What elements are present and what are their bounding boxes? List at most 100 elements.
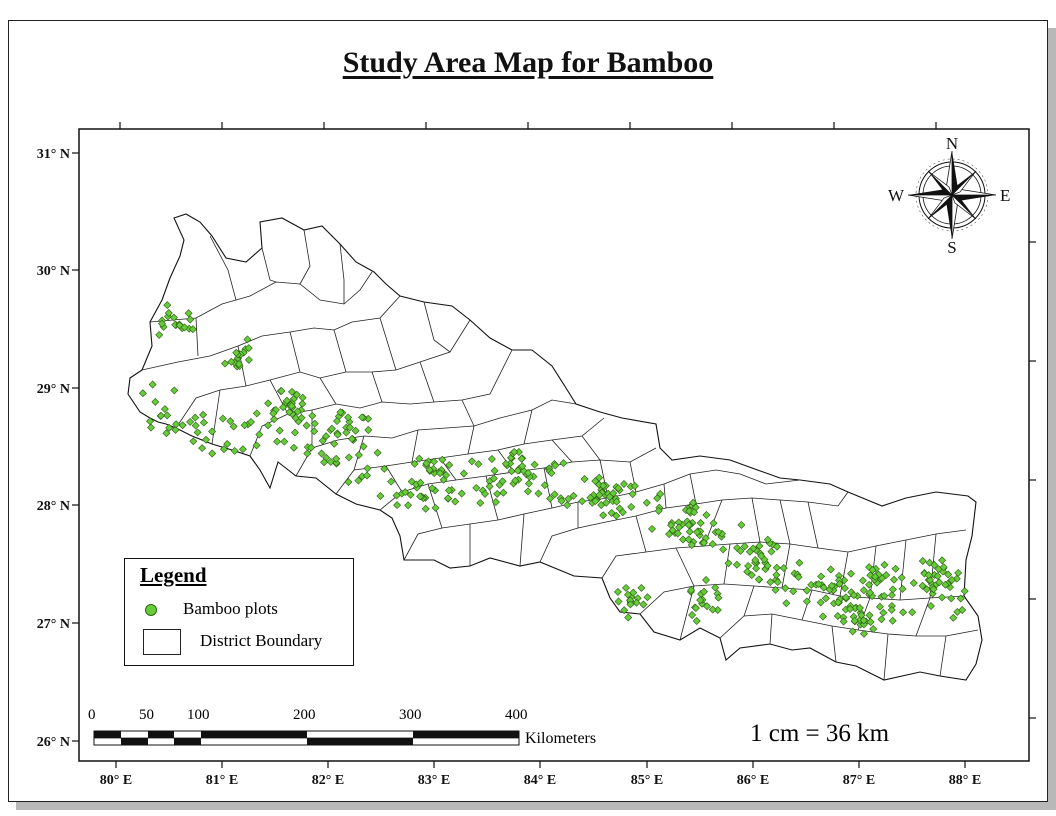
bamboo-plot-marker bbox=[273, 437, 282, 446]
bamboo-plot-marker bbox=[318, 436, 327, 445]
lon-label-80: 80° E bbox=[100, 773, 132, 788]
bamboo-plot-marker bbox=[772, 570, 781, 579]
lon-tick-85: 85° E bbox=[631, 761, 663, 788]
bamboo-plot-marker bbox=[687, 586, 696, 595]
longitude-axis: 80° E 81° E 82° E 83° E 84° E 85° E 86° … bbox=[100, 122, 981, 788]
scale-bar bbox=[93, 730, 520, 746]
bamboo-plot-marker bbox=[840, 584, 849, 593]
bamboo-plot-marker bbox=[848, 627, 857, 636]
bamboo-plot-marker bbox=[752, 564, 761, 573]
bamboo-plot-marker bbox=[719, 545, 728, 554]
bamboo-plot-marker bbox=[639, 600, 648, 609]
bamboo-plot-marker bbox=[559, 459, 568, 468]
bamboo-plot-marker bbox=[888, 585, 897, 594]
bamboo-plot-marker bbox=[599, 511, 608, 520]
bamboo-plot-marker bbox=[859, 616, 868, 625]
legend-label-district: District Boundary bbox=[200, 631, 323, 650]
bamboo-plot-marker bbox=[614, 597, 623, 606]
bamboo-plot-marker bbox=[713, 606, 722, 614]
lat-tick-28: 28° N bbox=[37, 499, 79, 514]
bamboo-plot-marker bbox=[336, 408, 345, 417]
legend: Legend Bamboo plots District Boundary bbox=[124, 558, 354, 666]
bamboo-plot-marker bbox=[632, 598, 641, 607]
bamboo-plot-marker bbox=[879, 608, 888, 617]
bamboo-plot-marker bbox=[938, 556, 947, 565]
bamboo-plot-marker bbox=[467, 457, 476, 466]
bamboo-plot-marker bbox=[851, 604, 860, 613]
bamboo-plot-marker bbox=[298, 393, 307, 402]
bamboo-plot-marker bbox=[865, 611, 874, 620]
bamboo-plot-marker bbox=[164, 309, 173, 317]
bamboo-plot-marker bbox=[642, 498, 651, 507]
bamboo-plot-marker bbox=[344, 413, 353, 422]
bamboo-plot-marker bbox=[757, 551, 766, 560]
bamboo-plot-marker bbox=[899, 608, 908, 617]
bamboo-plot-marker bbox=[530, 460, 539, 469]
bamboo-plot-marker bbox=[693, 528, 702, 537]
bamboo-plot-marker bbox=[849, 591, 858, 600]
bamboo-plot-marker bbox=[347, 434, 356, 443]
bamboo-plot-marker bbox=[302, 421, 311, 430]
north-arrow: N S E W bbox=[888, 134, 1010, 257]
bamboo-plot-marker bbox=[935, 578, 944, 587]
bamboo-plot-marker bbox=[308, 411, 317, 420]
bamboo-plot-marker bbox=[186, 417, 195, 426]
lat-label-26: 26° N bbox=[37, 735, 70, 750]
bamboo-plot-marker bbox=[563, 501, 572, 510]
lon-label-87: 87° E bbox=[843, 773, 875, 788]
bamboo-plot-marker bbox=[859, 586, 868, 595]
bamboo-plot-marker bbox=[511, 476, 520, 485]
bamboo-plot-marker bbox=[591, 497, 600, 506]
bamboo-plot-marker bbox=[624, 613, 633, 622]
bamboo-plot-marker bbox=[708, 540, 717, 549]
bamboo-plot-marker bbox=[773, 542, 781, 551]
bamboo-plot-marker bbox=[827, 581, 836, 590]
bamboo-plot-marker bbox=[564, 494, 573, 503]
bamboo-plot-marker bbox=[869, 625, 878, 633]
bamboo-plot-marker bbox=[517, 454, 526, 463]
bamboo-plot-marker bbox=[282, 396, 291, 405]
bamboo-plot-marker bbox=[416, 492, 425, 501]
bamboo-plot-marker bbox=[264, 399, 273, 408]
lat-tick-29: 29° N bbox=[37, 382, 79, 397]
bamboo-plot-marker bbox=[751, 556, 760, 565]
bamboo-plot-marker bbox=[766, 578, 775, 587]
bamboo-plot-marker bbox=[476, 498, 485, 507]
bamboo-plot-marker bbox=[363, 471, 371, 480]
bamboo-plot-marker bbox=[472, 483, 481, 492]
bamboo-plot-marker bbox=[264, 421, 272, 430]
bamboo-plot-marker bbox=[415, 454, 424, 463]
bamboo-plot-marker bbox=[425, 466, 434, 474]
bamboo-plot-marker bbox=[518, 462, 527, 471]
bamboo-plot-marker bbox=[474, 460, 483, 469]
bamboo-plot-marker bbox=[888, 616, 897, 625]
bamboo-plot-marker bbox=[763, 561, 772, 570]
bamboo-plot-marker bbox=[524, 487, 532, 496]
bamboo-plot-marker bbox=[232, 348, 241, 357]
bamboo-plot-marker bbox=[620, 480, 628, 488]
bamboo-plot-marker bbox=[622, 583, 630, 592]
bamboo-plot-marker bbox=[745, 547, 754, 556]
bamboo-plot-marker bbox=[157, 411, 165, 420]
bamboo-plot-marker bbox=[489, 474, 498, 483]
bamboo-plot-marker bbox=[557, 497, 566, 505]
district-box-icon bbox=[143, 629, 181, 655]
bamboo-plot-marker bbox=[270, 415, 278, 424]
bamboo-plot-marker bbox=[163, 301, 172, 310]
bamboo-plot-marker bbox=[933, 572, 942, 581]
bamboo-plot-marker bbox=[909, 579, 918, 587]
lon-tick-86: 86° E bbox=[737, 761, 769, 788]
bamboo-plot-marker bbox=[540, 481, 549, 490]
bamboo-plot-marker bbox=[702, 576, 710, 584]
bamboo-plot-marker bbox=[960, 587, 969, 596]
bamboo-plot-marker bbox=[317, 449, 326, 458]
bamboo-plot-marker bbox=[387, 477, 396, 486]
bamboo-plot-marker bbox=[865, 580, 874, 589]
bamboo-plot-marker bbox=[285, 408, 294, 417]
bamboo-plot-marker bbox=[954, 568, 963, 577]
bamboo-plot-marker bbox=[243, 335, 252, 344]
compass-n: N bbox=[946, 134, 958, 153]
bamboo-plot-marker bbox=[607, 508, 616, 517]
bamboo-plot-marker bbox=[821, 594, 830, 603]
scale-tick-50: 50 bbox=[139, 707, 154, 723]
